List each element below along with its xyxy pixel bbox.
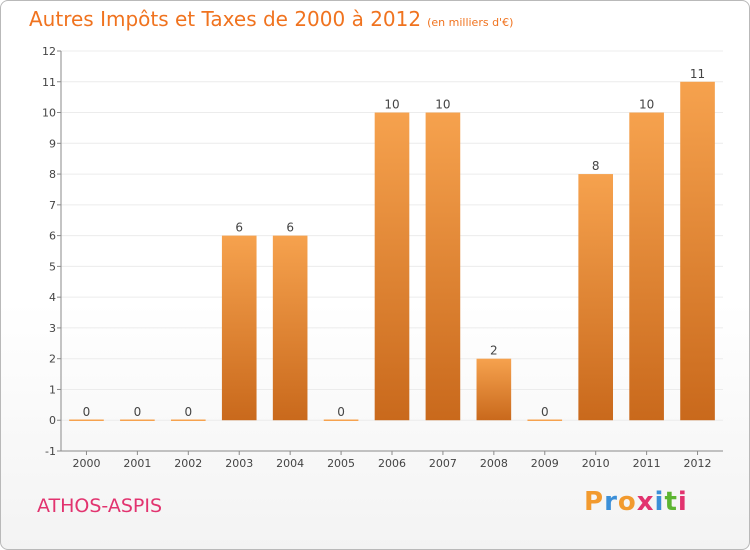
- data-label: 0: [134, 405, 142, 419]
- bar-2011[interactable]: [629, 112, 664, 421]
- x-tick-label: 2008: [480, 457, 508, 470]
- y-tick-label: 10: [42, 107, 56, 120]
- x-tick-label: 2000: [72, 457, 100, 470]
- y-tick-label: -1: [45, 445, 56, 458]
- bar-2006[interactable]: [374, 112, 410, 421]
- y-tick-label: 0: [49, 414, 56, 427]
- data-label: 10: [435, 98, 450, 112]
- x-tick-label: 2012: [684, 457, 712, 470]
- y-tick-label: 4: [49, 291, 56, 304]
- chart-title: Autres Impôts et Taxes de 2000 à 2012 (en…: [29, 7, 513, 31]
- logo-letter: o: [617, 487, 637, 517]
- x-tick-label: 2007: [429, 457, 457, 470]
- bar-2007[interactable]: [425, 112, 461, 421]
- data-label: 6: [286, 221, 294, 235]
- bar-2003[interactable]: [221, 235, 257, 421]
- data-label: 8: [592, 159, 600, 173]
- data-label: 0: [83, 405, 91, 419]
- x-tick-label: 2001: [123, 457, 151, 470]
- city-name: ATHOS-ASPIS: [37, 495, 163, 517]
- y-tick-label: 5: [49, 260, 56, 273]
- x-tick-label: 2002: [174, 457, 202, 470]
- data-label: 10: [639, 98, 654, 112]
- chart-subtitle: (en milliers d'€): [427, 16, 514, 29]
- x-tick-label: 2010: [582, 457, 610, 470]
- data-label: 0: [184, 405, 192, 419]
- bar-2012[interactable]: [680, 81, 715, 421]
- proxiti-logo[interactable]: Proxiti: [584, 487, 688, 517]
- y-tick-label: 7: [49, 199, 56, 212]
- x-tick-label: 2006: [378, 457, 406, 470]
- bars: [69, 81, 715, 421]
- y-tick-label: 9: [49, 137, 56, 150]
- data-labels: 0 0 0 6 6 0 10 10 2 0 8 10 11: [83, 67, 706, 419]
- data-label: 0: [337, 405, 345, 419]
- logo-letter: t: [664, 487, 678, 517]
- data-label: 6: [235, 221, 243, 235]
- y-tick-label: 8: [49, 168, 56, 181]
- logo-letter: i: [677, 487, 688, 517]
- y-tick-label: 6: [49, 230, 56, 243]
- x-tick-label: 2004: [276, 457, 304, 470]
- x-tick-label: 2011: [633, 457, 661, 470]
- y-tick-label: 1: [49, 383, 56, 396]
- x-tick-label: 2005: [327, 457, 355, 470]
- data-label: 10: [384, 98, 399, 112]
- bar-2004[interactable]: [272, 235, 308, 421]
- x-tick-label: 2009: [531, 457, 559, 470]
- data-label: 0: [541, 405, 549, 419]
- logo-letter: x: [636, 487, 655, 517]
- y-tick-label: 11: [42, 76, 56, 89]
- data-label: 11: [690, 67, 705, 81]
- logo-letter: i: [654, 487, 665, 517]
- y-tick-label: 3: [49, 322, 56, 335]
- logo-letter: r: [604, 487, 618, 517]
- chart-title-text: Autres Impôts et Taxes de 2000 à 2012: [29, 7, 422, 31]
- bar-2010[interactable]: [578, 174, 614, 421]
- logo-letter: P: [584, 487, 605, 517]
- data-label: 2: [490, 344, 498, 358]
- y-tick-label: 2: [49, 353, 56, 366]
- bar-2008[interactable]: [476, 358, 512, 421]
- y-tick-label: 12: [42, 45, 56, 58]
- x-tick-label: 2003: [225, 457, 253, 470]
